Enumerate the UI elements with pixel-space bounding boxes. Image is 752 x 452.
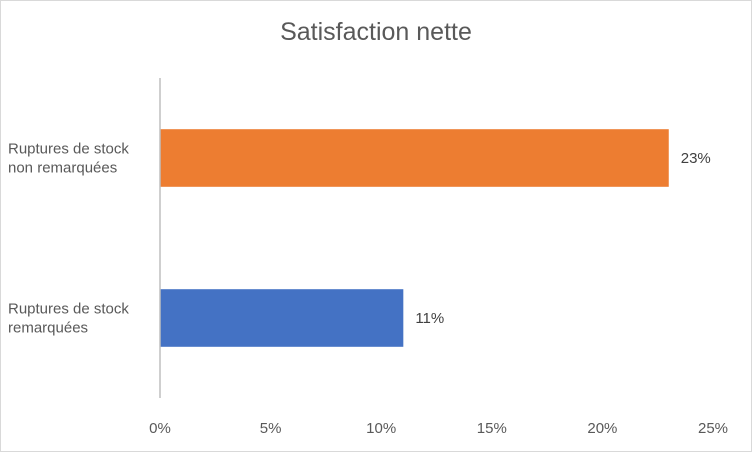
x-tick-label-0: 0% [149, 420, 171, 437]
data-label-1: 11% [415, 310, 444, 327]
x-tick-label-4: 20% [587, 420, 617, 437]
x-tick-label-3: 15% [477, 420, 507, 437]
category-label-0-0: Ruptures de stock [8, 141, 129, 158]
bar-0 [160, 129, 669, 187]
category-label-0-1: non remarquées [8, 160, 117, 177]
chart-title: Satisfaction nette [280, 18, 472, 46]
data-label-0: 23% [681, 150, 711, 167]
category-label-1-1: remarquées [8, 320, 88, 337]
x-tick-label-1: 5% [260, 420, 282, 437]
x-tick-label-5: 25% [698, 420, 728, 437]
category-label-1-0: Ruptures de stock [8, 301, 129, 318]
bar-1 [160, 289, 404, 347]
x-tick-label-2: 10% [366, 420, 396, 437]
